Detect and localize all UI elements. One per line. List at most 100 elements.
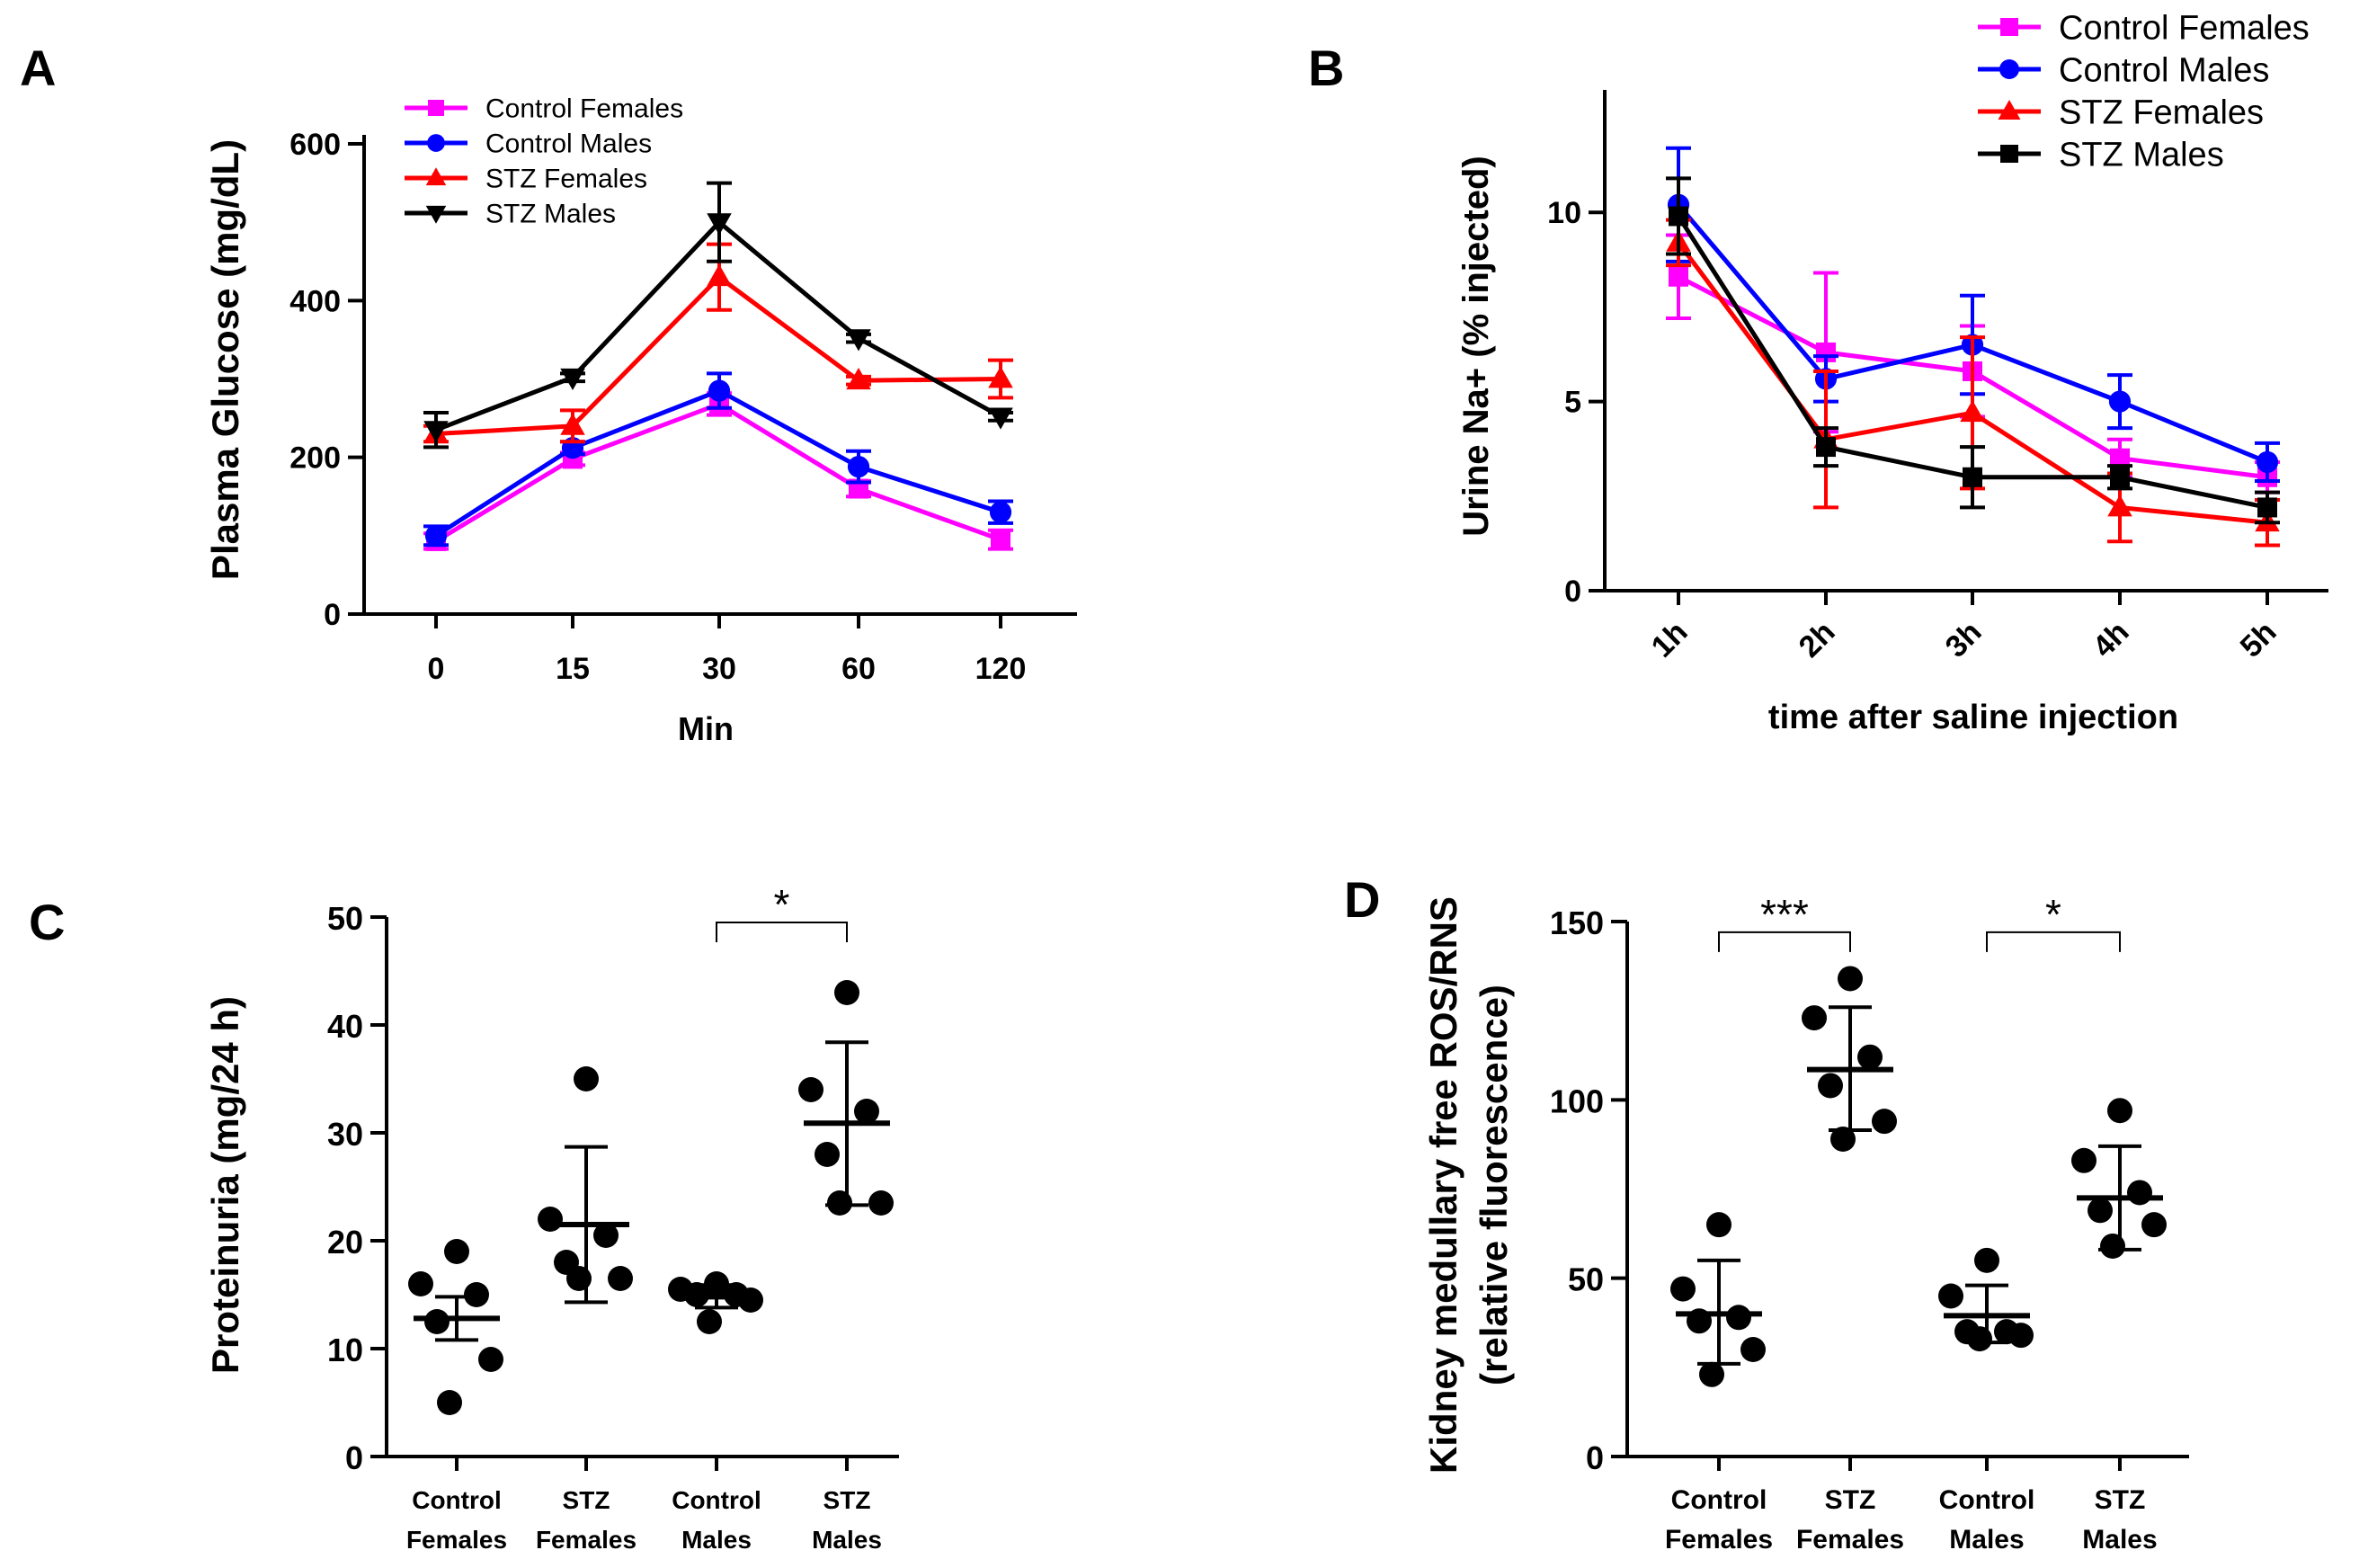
- group-stz-females: STZ Females: [536, 1066, 637, 1554]
- data-point: [868, 1190, 894, 1216]
- data-point: [988, 407, 1013, 430]
- data-point: [424, 524, 448, 547]
- y-axis-title: Plasma Glucose (mg/dL): [204, 139, 246, 580]
- significance-label: ***: [1760, 891, 1809, 938]
- x-tick-label: Males: [681, 1526, 752, 1554]
- group-control-females: Control Females: [1665, 1212, 1773, 1555]
- data-point: [2107, 1098, 2132, 1124]
- x-tick-label: Males: [2082, 1525, 2157, 1555]
- x-tick-label: Control: [1939, 1485, 2035, 1515]
- data-point: [1974, 1247, 1999, 1273]
- y-tick-label: 200: [289, 441, 341, 476]
- x-tick-label: Control: [672, 1486, 761, 1514]
- legend-label: Control Females: [485, 94, 683, 124]
- data-point: [1726, 1305, 1751, 1331]
- y-tick-label: 0: [324, 598, 341, 632]
- x-tick-label: STZ: [1825, 1485, 1876, 1515]
- data-point: [834, 980, 859, 1005]
- x-tick-label: STZ: [563, 1486, 610, 1514]
- y-tick-label: 50: [1568, 1261, 1604, 1298]
- panel-letter: D: [1344, 871, 1380, 928]
- x-tick-label-60: 60: [841, 652, 876, 686]
- data-point: [708, 379, 731, 402]
- significance-label: *: [2045, 891, 2061, 938]
- data-point: [1699, 1361, 1724, 1387]
- data-point: [1872, 1109, 1897, 1135]
- data-point: [560, 368, 585, 391]
- data-point: [1818, 1073, 1843, 1099]
- data-point: [2257, 497, 2277, 518]
- data-point: [738, 1287, 763, 1313]
- data-point: [437, 1390, 462, 1415]
- y-tick-label: 0: [345, 1439, 363, 1476]
- legend-label: STZ Males: [2059, 136, 2224, 174]
- data-point: [574, 1066, 599, 1091]
- data-point: [2110, 448, 2130, 468]
- y-tick-label: 5: [1564, 386, 1581, 420]
- series-control-females: [423, 391, 1013, 551]
- panel-letter: A: [20, 40, 56, 96]
- data-point: [1816, 437, 1836, 458]
- data-point: [560, 413, 585, 435]
- data-point: [707, 263, 732, 287]
- panel-d: D 0 50 100 150 Kidney medullary free ROS/RNS(…: [1344, 871, 2189, 1555]
- data-point: [2008, 1323, 2034, 1349]
- data-point: [608, 1266, 633, 1291]
- y-tick-label: 40: [327, 1008, 363, 1045]
- y-tick-label: 10: [1547, 196, 1581, 230]
- legend-item-control-females: Control Females: [1978, 9, 2310, 47]
- series-line-control-females: [434, 401, 1002, 544]
- legend-item-stz-females: STZ Females: [405, 165, 647, 194]
- panel-letter: B: [1308, 40, 1344, 96]
- legend-marker: [425, 205, 447, 224]
- data-point: [1830, 1126, 1856, 1152]
- x-tick-label-15: 15: [556, 652, 590, 686]
- data-point: [2127, 1180, 2152, 1206]
- data-point: [478, 1347, 503, 1372]
- x-tick-label: Males: [1949, 1525, 2024, 1555]
- group-stz-females: STZ Females: [1796, 966, 1904, 1555]
- data-point: [697, 1309, 722, 1334]
- x-tick-label: STZ: [2095, 1485, 2146, 1515]
- data-point: [538, 1207, 563, 1232]
- data-point: [1938, 1283, 1963, 1309]
- bracket-line: [1718, 931, 1851, 952]
- significance-bracket: *: [716, 881, 848, 942]
- data-point: [989, 501, 1012, 523]
- data-point: [1838, 966, 1863, 992]
- data-point: [1706, 1212, 1731, 1238]
- legend-item-control-males: Control Males: [405, 129, 652, 159]
- y-axis-title: Proteinuria (mg/24 h): [204, 996, 246, 1374]
- y-axis-title: Urine Na+ (% injected): [1456, 156, 1496, 536]
- panel-b: B 0 5 10 1h 2h 3h 4h 5h time after saline injecti…: [1308, 9, 2328, 736]
- y-tick-label: 400: [289, 284, 341, 318]
- panel-letter: C: [29, 894, 65, 950]
- data-point: [1740, 1337, 1766, 1362]
- y-tick-label: 0: [1564, 575, 1581, 609]
- x-tick-label-30: 30: [702, 652, 736, 686]
- legend-label: STZ Females: [485, 165, 647, 194]
- data-point: [846, 367, 871, 390]
- data-point: [1802, 1005, 1827, 1031]
- data-point: [408, 1271, 433, 1296]
- legend-item-control-males: Control Males: [1978, 51, 2269, 89]
- data-point: [815, 1142, 840, 1167]
- data-point: [444, 1239, 469, 1264]
- x-tick-label: Control: [412, 1486, 502, 1514]
- group-control-females: Control Females: [406, 1239, 507, 1554]
- x-tick-label: STZ: [823, 1486, 871, 1514]
- group-control-males: Control Males: [668, 1271, 763, 1554]
- group-control-males: Control Males: [1938, 1247, 2035, 1555]
- legend-marker: [2000, 145, 2018, 163]
- data-point: [1669, 206, 1688, 227]
- legend-label: Control Males: [485, 129, 652, 159]
- data-point: [798, 1077, 823, 1102]
- legend-marker: [1999, 59, 2019, 79]
- y-tick-label: 600: [289, 128, 341, 162]
- data-point: [2141, 1212, 2167, 1238]
- panel-c: C 0 10 20 30 40 50 Proteinuria (mg/24 h) Control…: [29, 881, 899, 1554]
- x-tick-label-5h: 5h: [2234, 615, 2283, 664]
- legend-marker: [428, 100, 444, 116]
- legend-marker: [1998, 100, 2021, 120]
